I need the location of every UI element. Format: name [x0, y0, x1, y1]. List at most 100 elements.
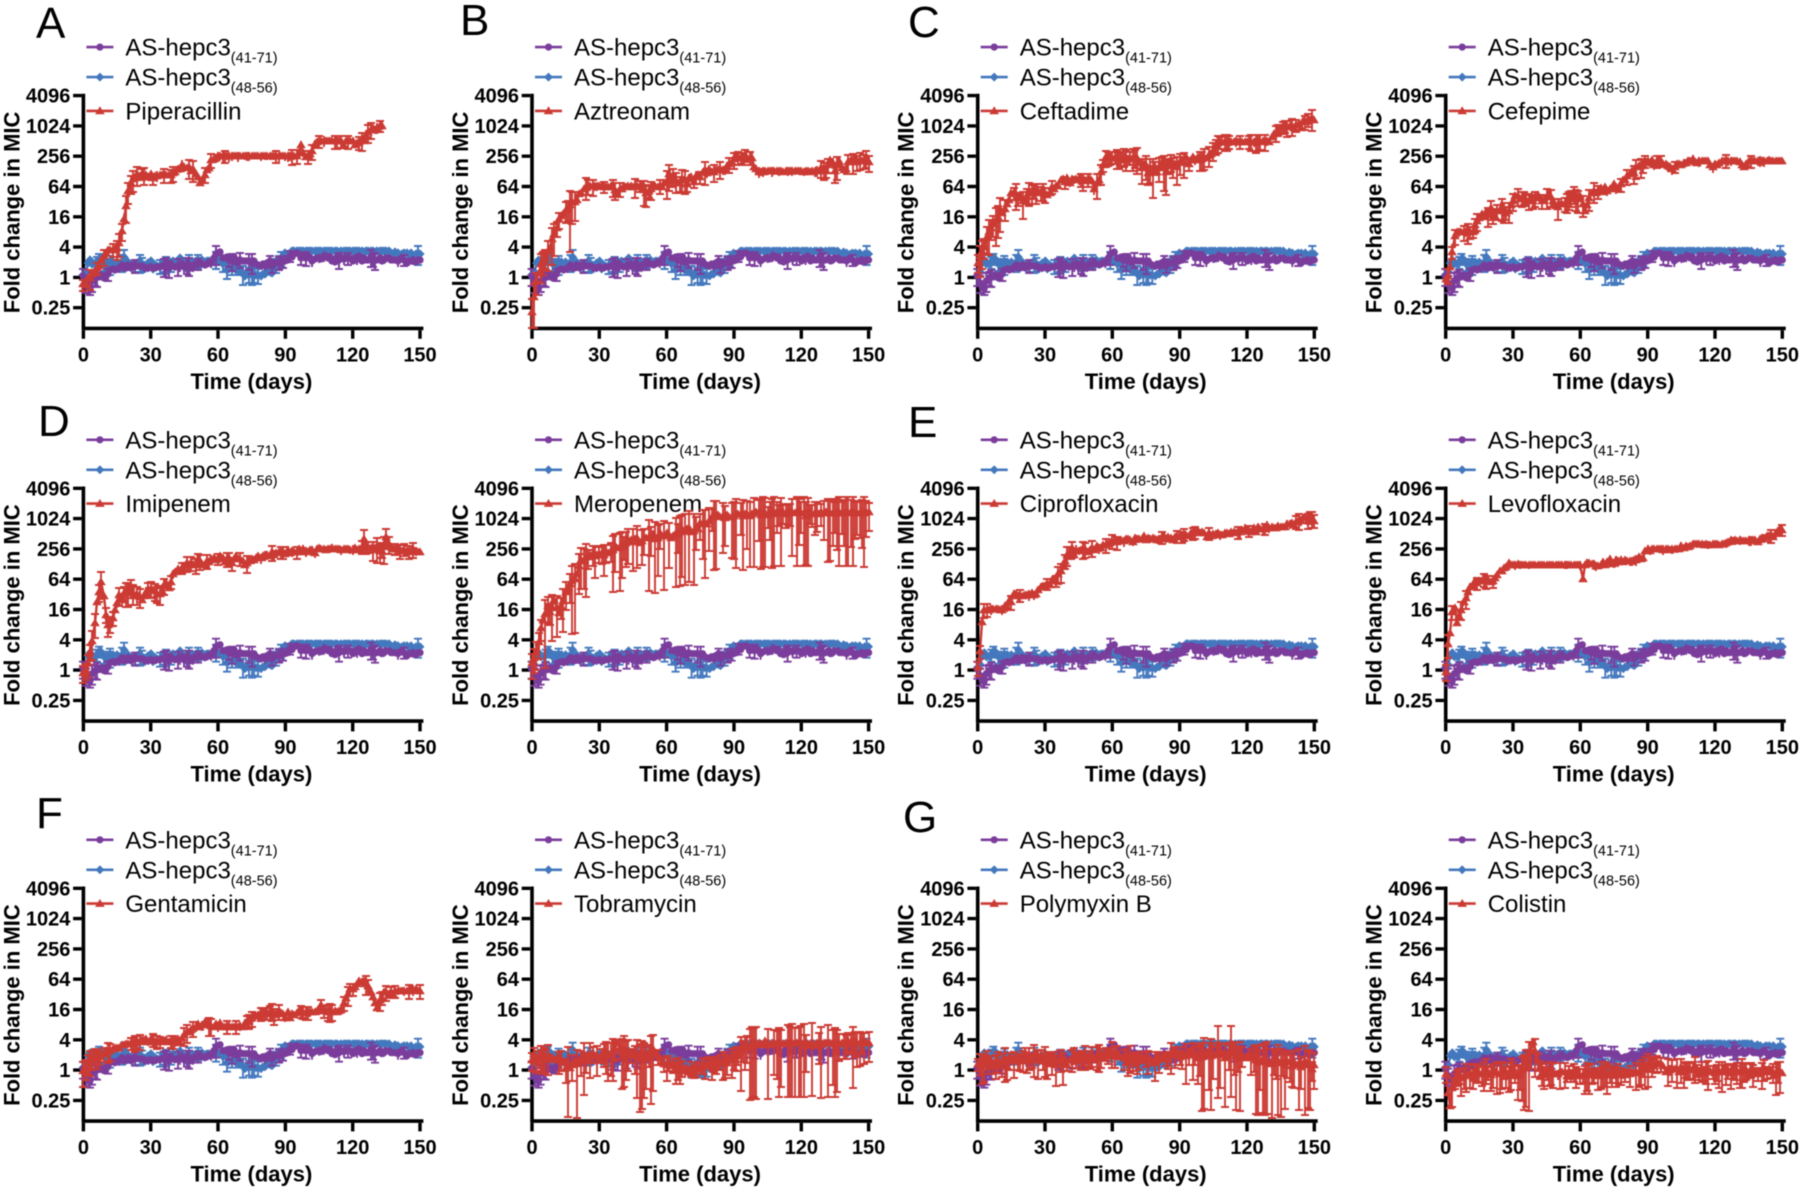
svg-text:Time (days): Time (days): [1553, 1162, 1675, 1186]
svg-text:0.25: 0.25: [31, 298, 70, 320]
svg-text:30: 30: [140, 344, 162, 366]
svg-text:Imipenem: Imipenem: [125, 491, 230, 518]
svg-text:64: 64: [942, 969, 965, 991]
svg-text:256: 256: [37, 539, 70, 561]
svg-text:120: 120: [336, 344, 369, 366]
svg-text:64: 64: [1410, 969, 1433, 991]
svg-text:150: 150: [852, 344, 885, 366]
svg-text:30: 30: [1502, 1137, 1524, 1159]
svg-text:Fold change in MIC: Fold change in MIC: [448, 504, 473, 706]
svg-text:90: 90: [723, 737, 745, 759]
svg-text:120: 120: [1698, 1137, 1731, 1159]
svg-text:150: 150: [403, 344, 436, 366]
svg-text:60: 60: [1569, 1137, 1591, 1159]
svg-text:1024: 1024: [475, 509, 520, 531]
svg-text:4: 4: [1422, 237, 1434, 259]
svg-text:60: 60: [207, 344, 229, 366]
svg-text:1024: 1024: [1388, 909, 1433, 931]
svg-text:64: 64: [497, 569, 520, 591]
svg-text:Fold change in MIC: Fold change in MIC: [0, 504, 24, 706]
svg-text:256: 256: [1399, 539, 1432, 561]
svg-text:120: 120: [336, 1137, 369, 1159]
svg-text:30: 30: [1034, 737, 1056, 759]
svg-text:Time (days): Time (days): [190, 762, 312, 787]
svg-text:120: 120: [336, 737, 369, 759]
svg-text:Time (days): Time (days): [1085, 369, 1207, 394]
svg-text:0.25: 0.25: [1394, 298, 1433, 320]
svg-text:0.25: 0.25: [480, 298, 519, 320]
svg-text:Fold change in MIC: Fold change in MIC: [0, 904, 24, 1106]
svg-text:150: 150: [403, 1137, 436, 1159]
svg-text:1024: 1024: [1388, 116, 1433, 138]
svg-text:1: 1: [59, 1060, 70, 1082]
svg-text:4: 4: [1422, 630, 1434, 652]
svg-text:1: 1: [954, 660, 965, 682]
svg-text:Gentamicin: Gentamicin: [125, 891, 246, 918]
svg-text:90: 90: [1169, 344, 1191, 366]
svg-text:0: 0: [78, 1137, 89, 1159]
svg-text:60: 60: [655, 1137, 677, 1159]
svg-text:Ceftadime: Ceftadime: [1020, 98, 1129, 125]
svg-text:150: 150: [1298, 344, 1331, 366]
svg-text:90: 90: [274, 1137, 296, 1159]
svg-text:Colistin: Colistin: [1488, 891, 1567, 918]
svg-text:120: 120: [1698, 344, 1731, 366]
svg-text:0: 0: [972, 737, 983, 759]
svg-text:Time (days): Time (days): [639, 369, 761, 394]
svg-text:1: 1: [59, 660, 70, 682]
svg-text:16: 16: [48, 1000, 70, 1022]
svg-text:0.25: 0.25: [1394, 690, 1433, 712]
svg-text:0.25: 0.25: [31, 1090, 70, 1112]
svg-text:Fold change in MIC: Fold change in MIC: [448, 904, 473, 1106]
svg-text:A: A: [36, 0, 66, 48]
svg-text:Time (days): Time (days): [639, 762, 761, 787]
svg-text:16: 16: [497, 1000, 519, 1022]
svg-text:64: 64: [48, 177, 71, 199]
svg-text:16: 16: [942, 207, 964, 229]
svg-text:4096: 4096: [475, 878, 520, 900]
svg-text:60: 60: [1101, 737, 1123, 759]
svg-text:120: 120: [1230, 737, 1263, 759]
svg-text:120: 120: [785, 1137, 818, 1159]
svg-text:150: 150: [852, 737, 885, 759]
svg-text:150: 150: [1766, 737, 1799, 759]
svg-text:4096: 4096: [920, 878, 965, 900]
svg-text:16: 16: [497, 207, 519, 229]
svg-text:1: 1: [1422, 267, 1433, 289]
svg-text:Fold change in MIC: Fold change in MIC: [894, 904, 919, 1106]
svg-text:0: 0: [526, 1137, 537, 1159]
svg-text:150: 150: [1298, 737, 1331, 759]
svg-text:AS-hepc3(48-56): AS-hepc3(48-56): [1488, 857, 1640, 889]
svg-text:1024: 1024: [475, 909, 520, 931]
svg-text:120: 120: [1230, 1137, 1263, 1159]
svg-text:90: 90: [1637, 1137, 1659, 1159]
svg-text:Polymyxin B: Polymyxin B: [1020, 891, 1152, 918]
svg-text:30: 30: [1034, 344, 1056, 366]
svg-text:60: 60: [1569, 344, 1591, 366]
svg-text:150: 150: [852, 1137, 885, 1159]
svg-text:64: 64: [1410, 569, 1433, 591]
svg-text:0.25: 0.25: [480, 690, 519, 712]
svg-text:16: 16: [497, 600, 519, 622]
svg-text:64: 64: [48, 969, 71, 991]
svg-text:64: 64: [942, 569, 965, 591]
svg-text:1: 1: [1422, 1060, 1433, 1082]
svg-text:90: 90: [1169, 1137, 1191, 1159]
svg-text:Fold change in MIC: Fold change in MIC: [0, 111, 24, 313]
svg-text:1024: 1024: [26, 509, 71, 531]
svg-text:Time (days): Time (days): [639, 1162, 761, 1186]
svg-text:120: 120: [1698, 737, 1731, 759]
svg-text:64: 64: [942, 177, 965, 199]
svg-text:1024: 1024: [26, 909, 71, 931]
svg-text:150: 150: [403, 737, 436, 759]
svg-text:64: 64: [48, 569, 71, 591]
svg-text:16: 16: [1410, 1000, 1432, 1022]
svg-text:256: 256: [486, 539, 519, 561]
svg-text:4096: 4096: [26, 878, 71, 900]
svg-text:60: 60: [207, 1137, 229, 1159]
svg-text:120: 120: [785, 344, 818, 366]
svg-text:1: 1: [508, 267, 519, 289]
svg-text:4096: 4096: [1388, 878, 1433, 900]
svg-text:4: 4: [508, 237, 520, 259]
svg-text:1: 1: [1422, 660, 1433, 682]
